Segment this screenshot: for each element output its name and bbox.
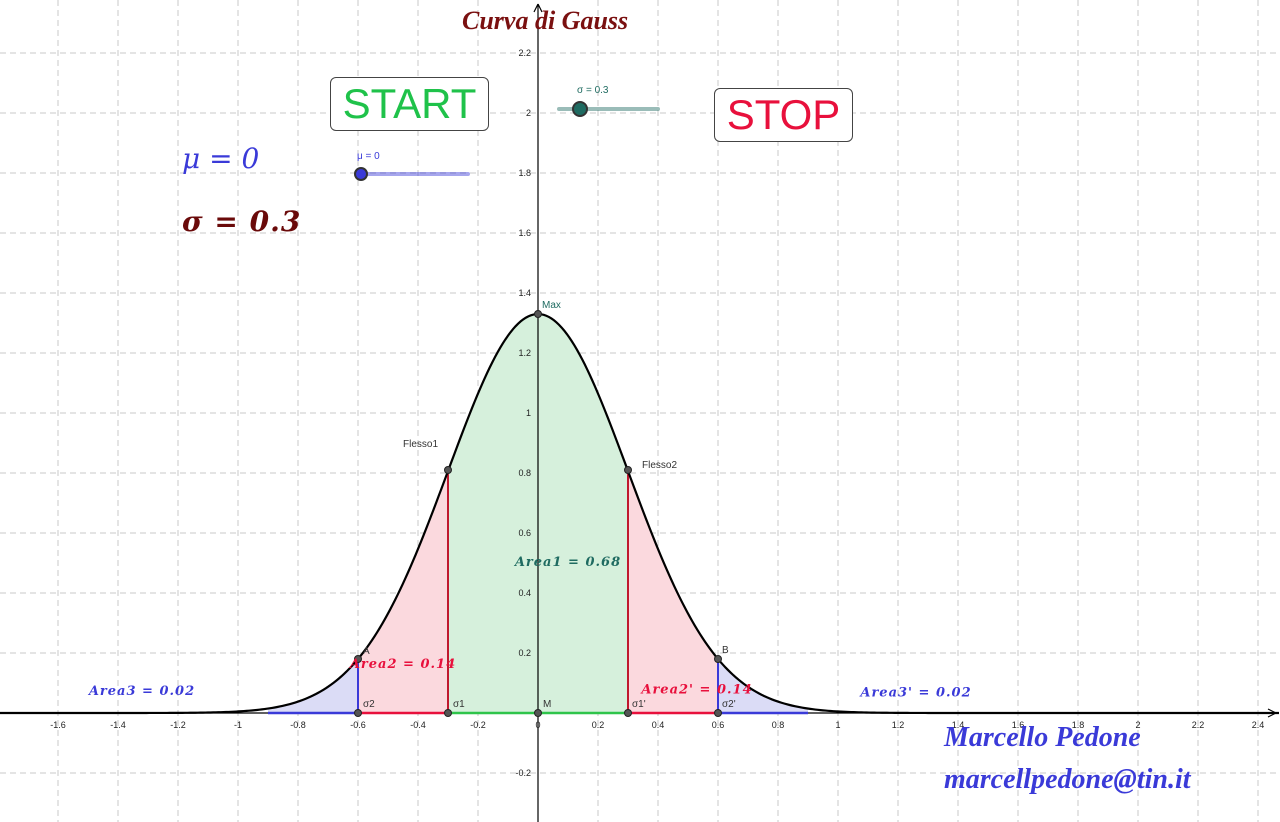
sigma-lines — [357, 471, 719, 713]
y-tick-label: 0.4 — [518, 588, 531, 598]
sigma-slider-track[interactable] — [557, 107, 660, 111]
y-tick-label: 1.4 — [518, 288, 531, 298]
point-label-B: B — [722, 645, 729, 656]
area-label-3: Area2' = 0.14 — [639, 683, 752, 698]
y-tick-label: 1.8 — [518, 168, 531, 178]
x-tick-label: -0.2 — [470, 720, 486, 730]
gauss-curve — [0, 312, 1279, 715]
area-label-5: Area3' = 0.02 — [858, 686, 971, 701]
x-tick-label: 1.2 — [892, 720, 905, 730]
y-tick-label: 0.2 — [518, 648, 531, 658]
x-tick-label: 2.2 — [1192, 720, 1205, 730]
y-tick-label: 2.2 — [518, 48, 531, 58]
area-labels: Area1 = 0.68 Area2 = 0.14 Area2' = 0.14 Are… — [87, 555, 971, 701]
mu-value-text: μ = 0 — [182, 142, 260, 175]
x-tick-label: 0.4 — [652, 720, 665, 730]
point-B[interactable] — [714, 655, 722, 663]
point-label-M: M — [543, 699, 551, 710]
tick-labels: -1.6 -1.4 -1.2 -1 -0.8 -0.6 -0.4 -0.2 0 0.2 0.4 0.6… — [50, 48, 1264, 778]
sigma-slider-label: σ = 0.3 — [577, 85, 609, 96]
mu-slider-knob[interactable] — [354, 167, 368, 181]
y-tick-label: 1.6 — [518, 228, 531, 238]
point-label-Flesso1: Flesso1 — [403, 439, 438, 450]
area-label-1: Area1 = 0.68 — [513, 555, 621, 570]
stop-button[interactable]: STOP — [714, 88, 853, 142]
page-title: Curva di Gauss — [462, 6, 629, 35]
mu-slider-label: μ = 0 — [357, 151, 380, 162]
mu-slider-track[interactable] — [361, 172, 470, 176]
point-σ1'[interactable] — [624, 709, 632, 717]
point-label-σ1: σ1 — [453, 699, 465, 710]
x-tick-label: -1 — [234, 720, 242, 730]
start-button[interactable]: START — [330, 77, 489, 131]
x-tick-label: 0.6 — [712, 720, 725, 730]
x-tick-label: 1.4 — [952, 720, 965, 730]
x-tick-label: 2.4 — [1252, 720, 1265, 730]
point-label-σ1': σ1' — [632, 699, 646, 710]
point-label-Max: Max — [542, 300, 561, 311]
y-tick-label: 0.6 — [518, 528, 531, 538]
point-label-σ2': σ2' — [722, 699, 736, 710]
x-tick-label: 0.8 — [772, 720, 785, 730]
point-label-A: A — [363, 646, 370, 657]
sigma-value-text: σ = 0.3 — [182, 205, 302, 238]
y-tick-label: 1.2 — [518, 348, 531, 358]
point-σ2[interactable] — [354, 709, 362, 717]
point-label-Flesso2: Flesso2 — [642, 460, 677, 471]
sigma-slider-knob[interactable] — [571, 101, 588, 117]
x-tick-label: 0 — [535, 720, 540, 730]
area-label-4: Area3 = 0.02 — [87, 684, 195, 699]
x-tick-label: 1 — [835, 720, 840, 730]
x-tick-label: -0.8 — [290, 720, 306, 730]
point-A[interactable] — [354, 655, 362, 663]
area-fill-5 — [718, 659, 808, 713]
point-σ2'[interactable] — [714, 709, 722, 717]
point-Max[interactable] — [534, 310, 542, 318]
y-tick-label: 1 — [526, 408, 531, 418]
x-tick-label: 1.8 — [1072, 720, 1085, 730]
x-tick-label: -1.6 — [50, 720, 66, 730]
y-tick-label: 0.8 — [518, 468, 531, 478]
x-tick-label: -1.2 — [170, 720, 186, 730]
author-email[interactable]: marcellpedone@tin.it — [944, 764, 1191, 795]
point-label-σ2: σ2 — [363, 699, 375, 710]
curve-points[interactable]: Max Flesso1 Flesso2 A B Mσ1 σ1' σ2 σ2' — [354, 300, 736, 717]
point-Flesso2[interactable] — [624, 466, 632, 474]
y-axis-arrow — [533, 3, 543, 13]
author-name: Marcello Pedone — [944, 722, 1141, 753]
x-tick-label: -0.4 — [410, 720, 426, 730]
point-M[interactable] — [534, 709, 542, 717]
x-tick-label: -1.4 — [110, 720, 126, 730]
x-tick-label: 0.2 — [592, 720, 605, 730]
y-tick-label: -0.2 — [515, 768, 531, 778]
x-tick-label: 2 — [1135, 720, 1140, 730]
area-fill-4 — [268, 659, 358, 713]
point-Flesso1[interactable] — [444, 466, 452, 474]
x-tick-label: -0.6 — [350, 720, 366, 730]
y-tick-label: 2 — [526, 108, 531, 118]
point-σ1[interactable] — [444, 709, 452, 717]
area-label-2: Area2 = 0.14 — [348, 657, 456, 672]
x-tick-label: 1.6 — [1012, 720, 1025, 730]
